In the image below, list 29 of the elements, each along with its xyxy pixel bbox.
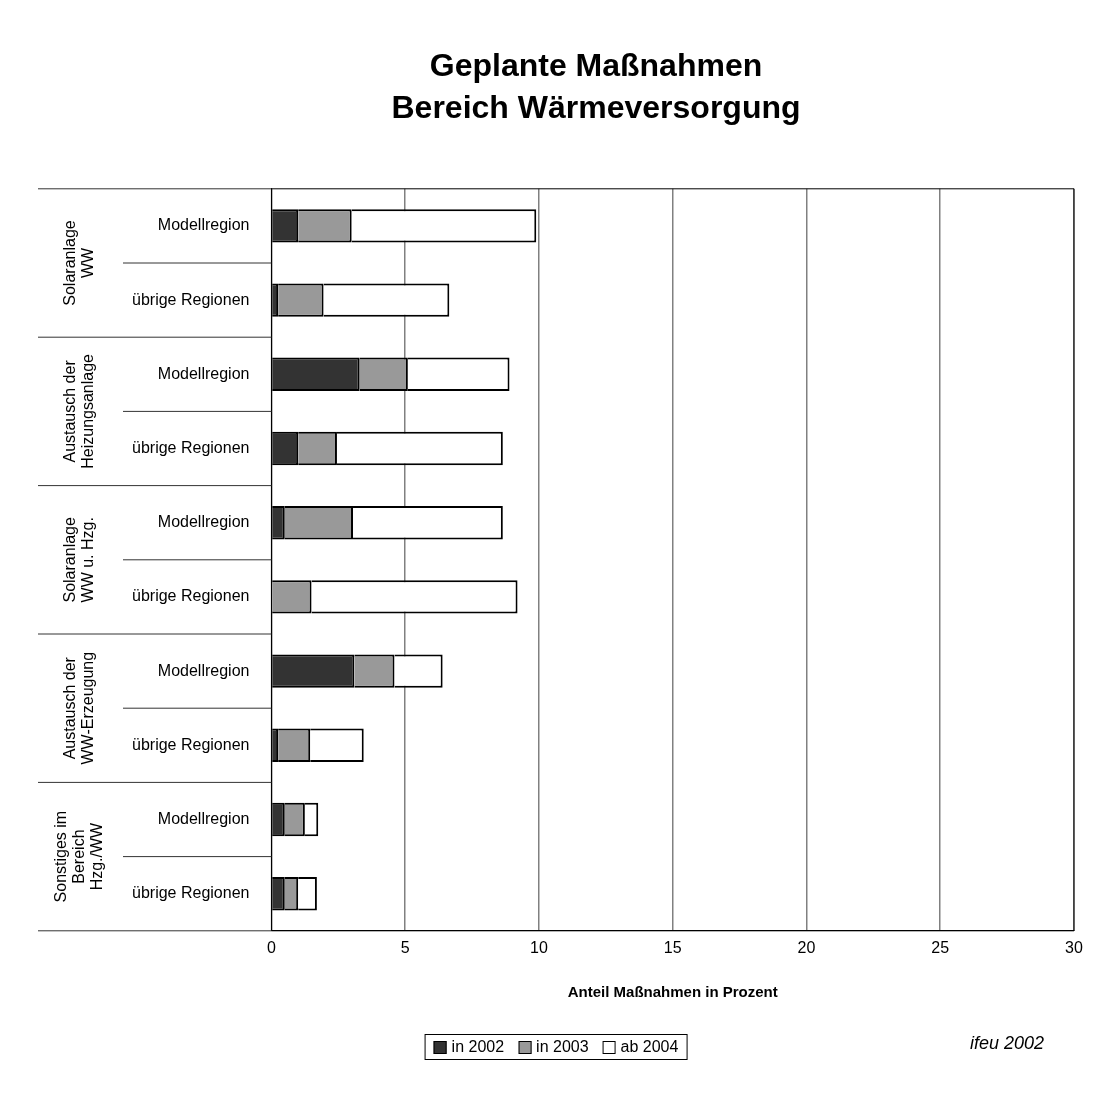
x-tick-label: 25 (931, 938, 950, 956)
x-axis-title: Anteil Maßnahmen in Prozent (567, 983, 778, 1001)
y-tick-label: Modellregion (157, 364, 250, 382)
chart-title: Geplante Maßnahmen (429, 47, 763, 84)
x-tick-label: 30 (1065, 938, 1083, 956)
y-tick-label: übrige Regionen (132, 438, 250, 456)
y-tick-label: Modellregion (157, 661, 250, 679)
legend-label: in 2003 (536, 1038, 589, 1056)
text: Solaranlage WW (61, 220, 97, 306)
text: Austausch der Heizungsanlage (61, 353, 97, 469)
y-tick-label: übrige Regionen (132, 735, 250, 753)
x-tick-label: 0 (266, 938, 276, 956)
x-tick-label: 5 (400, 938, 410, 956)
y-tick-label: Modellregion (157, 216, 250, 234)
x-tick-label: 20 (797, 938, 816, 956)
text: Solaranlage WW u. Hzg. (61, 517, 97, 603)
text: Sonstiges im Bereich Hzg./WW (52, 810, 106, 903)
y-tick-label: übrige Regionen (132, 290, 250, 308)
text: Austausch der WW-Erzeugung (61, 651, 97, 765)
y-tick-label: übrige Regionen (132, 587, 250, 605)
chart-subtitle: Bereich Wärmeversorgung (391, 89, 801, 126)
text: ab 2004 (620, 1038, 679, 1056)
text: ifeu 2002 (969, 1033, 1044, 1053)
y-tick-label: Modellregion (157, 809, 250, 827)
x-tick-label: 15 (663, 938, 682, 956)
y-tick-label: Modellregion (157, 513, 250, 531)
legend-label: in 2002 (451, 1038, 505, 1056)
y-tick-label: übrige Regionen (132, 884, 250, 902)
x-tick-label: 10 (530, 938, 548, 956)
